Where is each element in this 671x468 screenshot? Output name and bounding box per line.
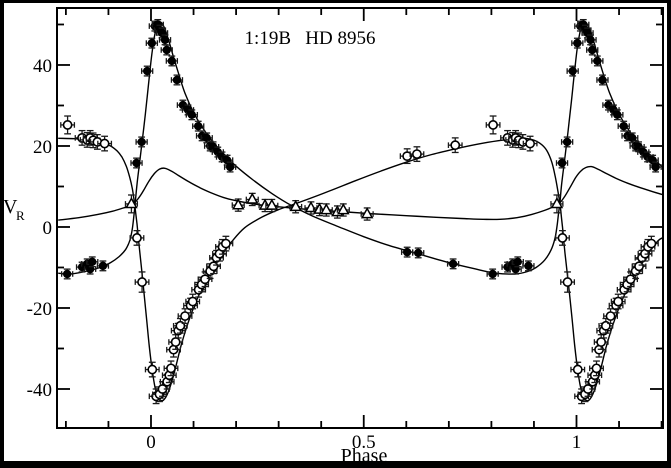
open-circle-marker [166,363,176,374]
open-circle-marker [208,261,219,272]
filled-circle-marker [619,121,628,131]
filled-circle-marker [62,269,72,279]
filled-circle-marker [598,75,607,85]
filled-circle-marker [225,162,235,172]
filled-circle-marker [162,45,171,55]
y-tick-label-1: -20 [27,299,52,320]
open-circle-marker [137,277,147,287]
filled-circle-marker [628,133,637,143]
series-open-triangle [124,192,564,221]
open-circle-marker [147,364,158,375]
filled-circle-marker [524,261,533,271]
y-axis-label: V [3,196,18,218]
x-tick-label-0: 0 [146,432,156,453]
open-circle-marker [646,238,657,249]
filled-circle-marker [613,110,622,120]
open-circle-marker [605,311,616,321]
open-circle-marker [625,274,636,285]
y-tick-label-3: 20 [33,137,52,158]
open-triangle-marker [231,198,245,210]
open-circle-marker [62,120,73,130]
filled-circle-marker [167,56,177,66]
open-triangle-marker [125,196,138,209]
x-tick-label-1: 0.5 [352,432,376,453]
filled-circle-marker [172,75,182,85]
y-tick-label-4: 40 [33,56,52,77]
filled-circle-marker [194,121,203,131]
filled-circle-marker [98,261,108,271]
open-circle-marker [187,296,198,307]
tick-marks-layer [57,8,663,428]
y-tick-label-2: 0 [43,218,53,239]
filled-circle-marker [568,66,577,76]
data-points-layer [60,18,662,405]
filled-circle-marker [488,269,497,279]
filled-circle-marker [402,247,412,257]
filled-circle-marker [187,110,197,120]
open-circle-marker [591,363,602,374]
open-circle-marker [412,149,422,159]
open-circle-marker [613,296,624,307]
open-circle-marker [557,233,568,243]
tick-labels-layer: 0 0.5 1 -40 -20 0 20 40 [27,56,582,453]
filled-circle-marker [147,38,157,48]
axes-frame [56,7,664,429]
y-axis-label-subscript: R [16,208,25,223]
filled-circle-marker [142,66,152,76]
open-circle-marker [450,140,461,151]
open-circle-marker [634,261,644,272]
open-triangle-marker [550,196,564,209]
open-triangle-marker [289,199,302,212]
x-tick-label-2: 1 [572,432,582,453]
open-triangle-marker [245,192,259,204]
filled-circle-marker [160,35,170,45]
open-circle-marker [572,364,583,375]
plot-title: 1:19B HD 8956 [245,28,376,49]
series-open-circle [60,115,659,405]
series-filled-circle [60,18,662,280]
filled-circle-marker [573,38,582,48]
open-circle-marker [170,337,181,347]
open-triangle-marker [265,198,279,210]
open-circle-marker [132,233,142,243]
filled-circle-marker [88,257,97,267]
y-tick-label-0: -40 [27,380,52,401]
filled-circle-marker [414,248,423,258]
open-circle-marker [200,274,210,285]
open-circle-marker [99,138,110,149]
filled-circle-marker [513,257,522,267]
open-triangle-marker [337,203,350,215]
open-triangle-marker [360,207,374,219]
filled-circle-marker [132,158,141,168]
filled-circle-marker [586,35,595,45]
filled-circle-marker [137,137,146,147]
error-bars [134,271,150,293]
filled-circle-marker [651,162,660,172]
open-circle-marker [596,337,607,347]
open-circle-marker [220,238,231,249]
filled-circle-marker [593,56,602,66]
open-circle-marker [180,311,190,321]
x-axis-label: Phase [341,445,388,467]
open-circle-marker [525,138,536,149]
filled-circle-marker [588,45,597,55]
filled-circle-marker [562,137,572,147]
open-circle-marker [488,120,498,130]
open-circle-marker [562,277,573,287]
filled-circle-marker [557,158,567,168]
filled-circle-marker [448,259,458,269]
open-triangle-marker [320,203,333,215]
open-circle-marker [402,151,413,162]
filled-circle-marker [202,133,211,143]
